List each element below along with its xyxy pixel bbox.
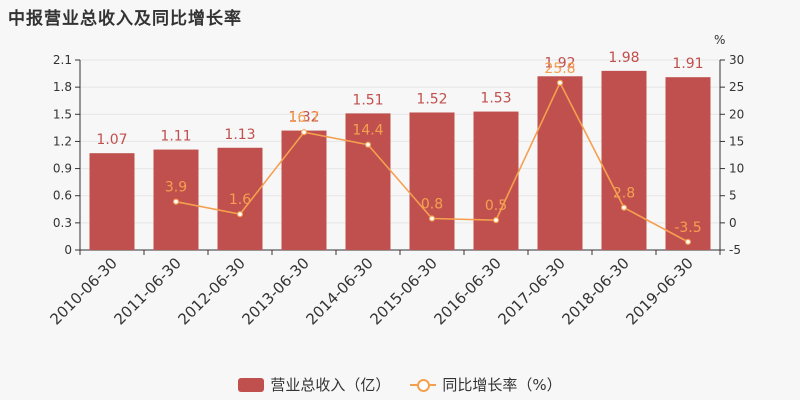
- x-tick-label: 2010-06-30: [46, 254, 120, 328]
- bar: [281, 130, 327, 250]
- growth-data-label: 0.5: [485, 198, 507, 214]
- bar: [89, 153, 135, 250]
- growth-point: [556, 79, 564, 86]
- growth-point: [684, 238, 692, 245]
- x-tick-label: 2017-06-30: [494, 254, 568, 328]
- x-tick-label: 2012-06-30: [174, 254, 248, 328]
- bar-data-label: 1.32: [288, 110, 319, 126]
- legend-item-growth[interactable]: 同比增长率（%）: [410, 374, 562, 395]
- legend-label-growth: 同比增长率（%）: [442, 376, 562, 394]
- y-left-tick-label: 0: [64, 243, 72, 257]
- y-right-tick-label: 5: [729, 189, 737, 203]
- y-left-tick-label: 0.9: [53, 162, 72, 176]
- x-tick-label: 2016-06-30: [430, 254, 504, 328]
- legend-line-swatch: [410, 378, 437, 392]
- growth-data-label: 16.7: [288, 110, 319, 126]
- bar-data-label: 1.91: [672, 56, 703, 72]
- legend-label-revenue: 营业总收入（亿）: [270, 376, 391, 394]
- bar: [409, 112, 455, 250]
- growth-point: [364, 141, 372, 148]
- x-tick-label: 2013-06-30: [238, 254, 312, 328]
- growth-point: [172, 198, 180, 205]
- y-right-tick-label: 20: [729, 107, 744, 121]
- bar-data-label: 1.98: [608, 50, 639, 66]
- y-right-unit: %: [714, 33, 725, 47]
- y-left-tick-label: 0.6: [53, 189, 72, 203]
- bar: [537, 76, 583, 251]
- x-tick-label: 2015-06-30: [366, 254, 440, 328]
- bar-data-label: 1.11: [160, 129, 191, 145]
- bar: [345, 113, 391, 250]
- y-right-tick-label: -5: [729, 243, 741, 257]
- bar-data-label: 1.52: [416, 91, 447, 107]
- growth-data-label: 14.4: [352, 123, 383, 139]
- bar-data-label: 1.51: [352, 92, 383, 108]
- y-left-tick-label: 0.3: [53, 216, 72, 230]
- y-left-tick-label: 2.1: [53, 53, 72, 67]
- legend-bar-swatch: [238, 377, 265, 392]
- growth-data-label: 0.8: [421, 197, 443, 213]
- growth-point: [236, 211, 244, 218]
- growth-data-label: 25.8: [544, 61, 575, 77]
- x-tick-label: 2011-06-30: [110, 254, 184, 328]
- bar-data-label: 1.07: [96, 132, 127, 148]
- y-right-tick-label: 0: [729, 216, 737, 230]
- growth-data-label: 3.9: [165, 180, 187, 196]
- growth-point: [492, 217, 500, 224]
- bar-data-label: 1.53: [480, 91, 511, 107]
- growth-point: [428, 215, 436, 222]
- y-left-tick-label: 1.5: [53, 107, 72, 121]
- chart-title: 中报营业总收入及同比增长率: [8, 9, 242, 29]
- bar: [665, 77, 711, 250]
- y-right-tick-label: 30: [729, 53, 744, 67]
- bar-data-label: 1.92: [544, 55, 575, 71]
- bar-data-label: 1.13: [224, 127, 255, 143]
- y-right-tick-label: 10: [729, 162, 744, 176]
- growth-point: [620, 204, 628, 211]
- legend: 营业总收入（亿） 同比增长率（%）: [0, 374, 800, 395]
- x-tick-label: 2014-06-30: [302, 254, 376, 328]
- y-right-tick-label: 15: [729, 134, 744, 148]
- x-tick-label: 2018-06-30: [558, 254, 632, 328]
- y-right-tick-label: 25: [729, 80, 744, 94]
- x-tick-label: 2019-06-30: [622, 254, 696, 328]
- bar: [601, 70, 647, 250]
- bar: [217, 147, 263, 250]
- growth-data-label: -3.5: [674, 220, 701, 236]
- bar: [473, 111, 519, 250]
- growth-point: [300, 129, 308, 136]
- growth-data-label: 2.8: [613, 186, 635, 202]
- y-left-tick-label: 1.2: [53, 134, 72, 148]
- legend-item-revenue[interactable]: 营业总收入（亿）: [238, 374, 390, 395]
- y-left-tick-label: 1.8: [53, 80, 72, 94]
- growth-data-label: 1.6: [229, 192, 251, 208]
